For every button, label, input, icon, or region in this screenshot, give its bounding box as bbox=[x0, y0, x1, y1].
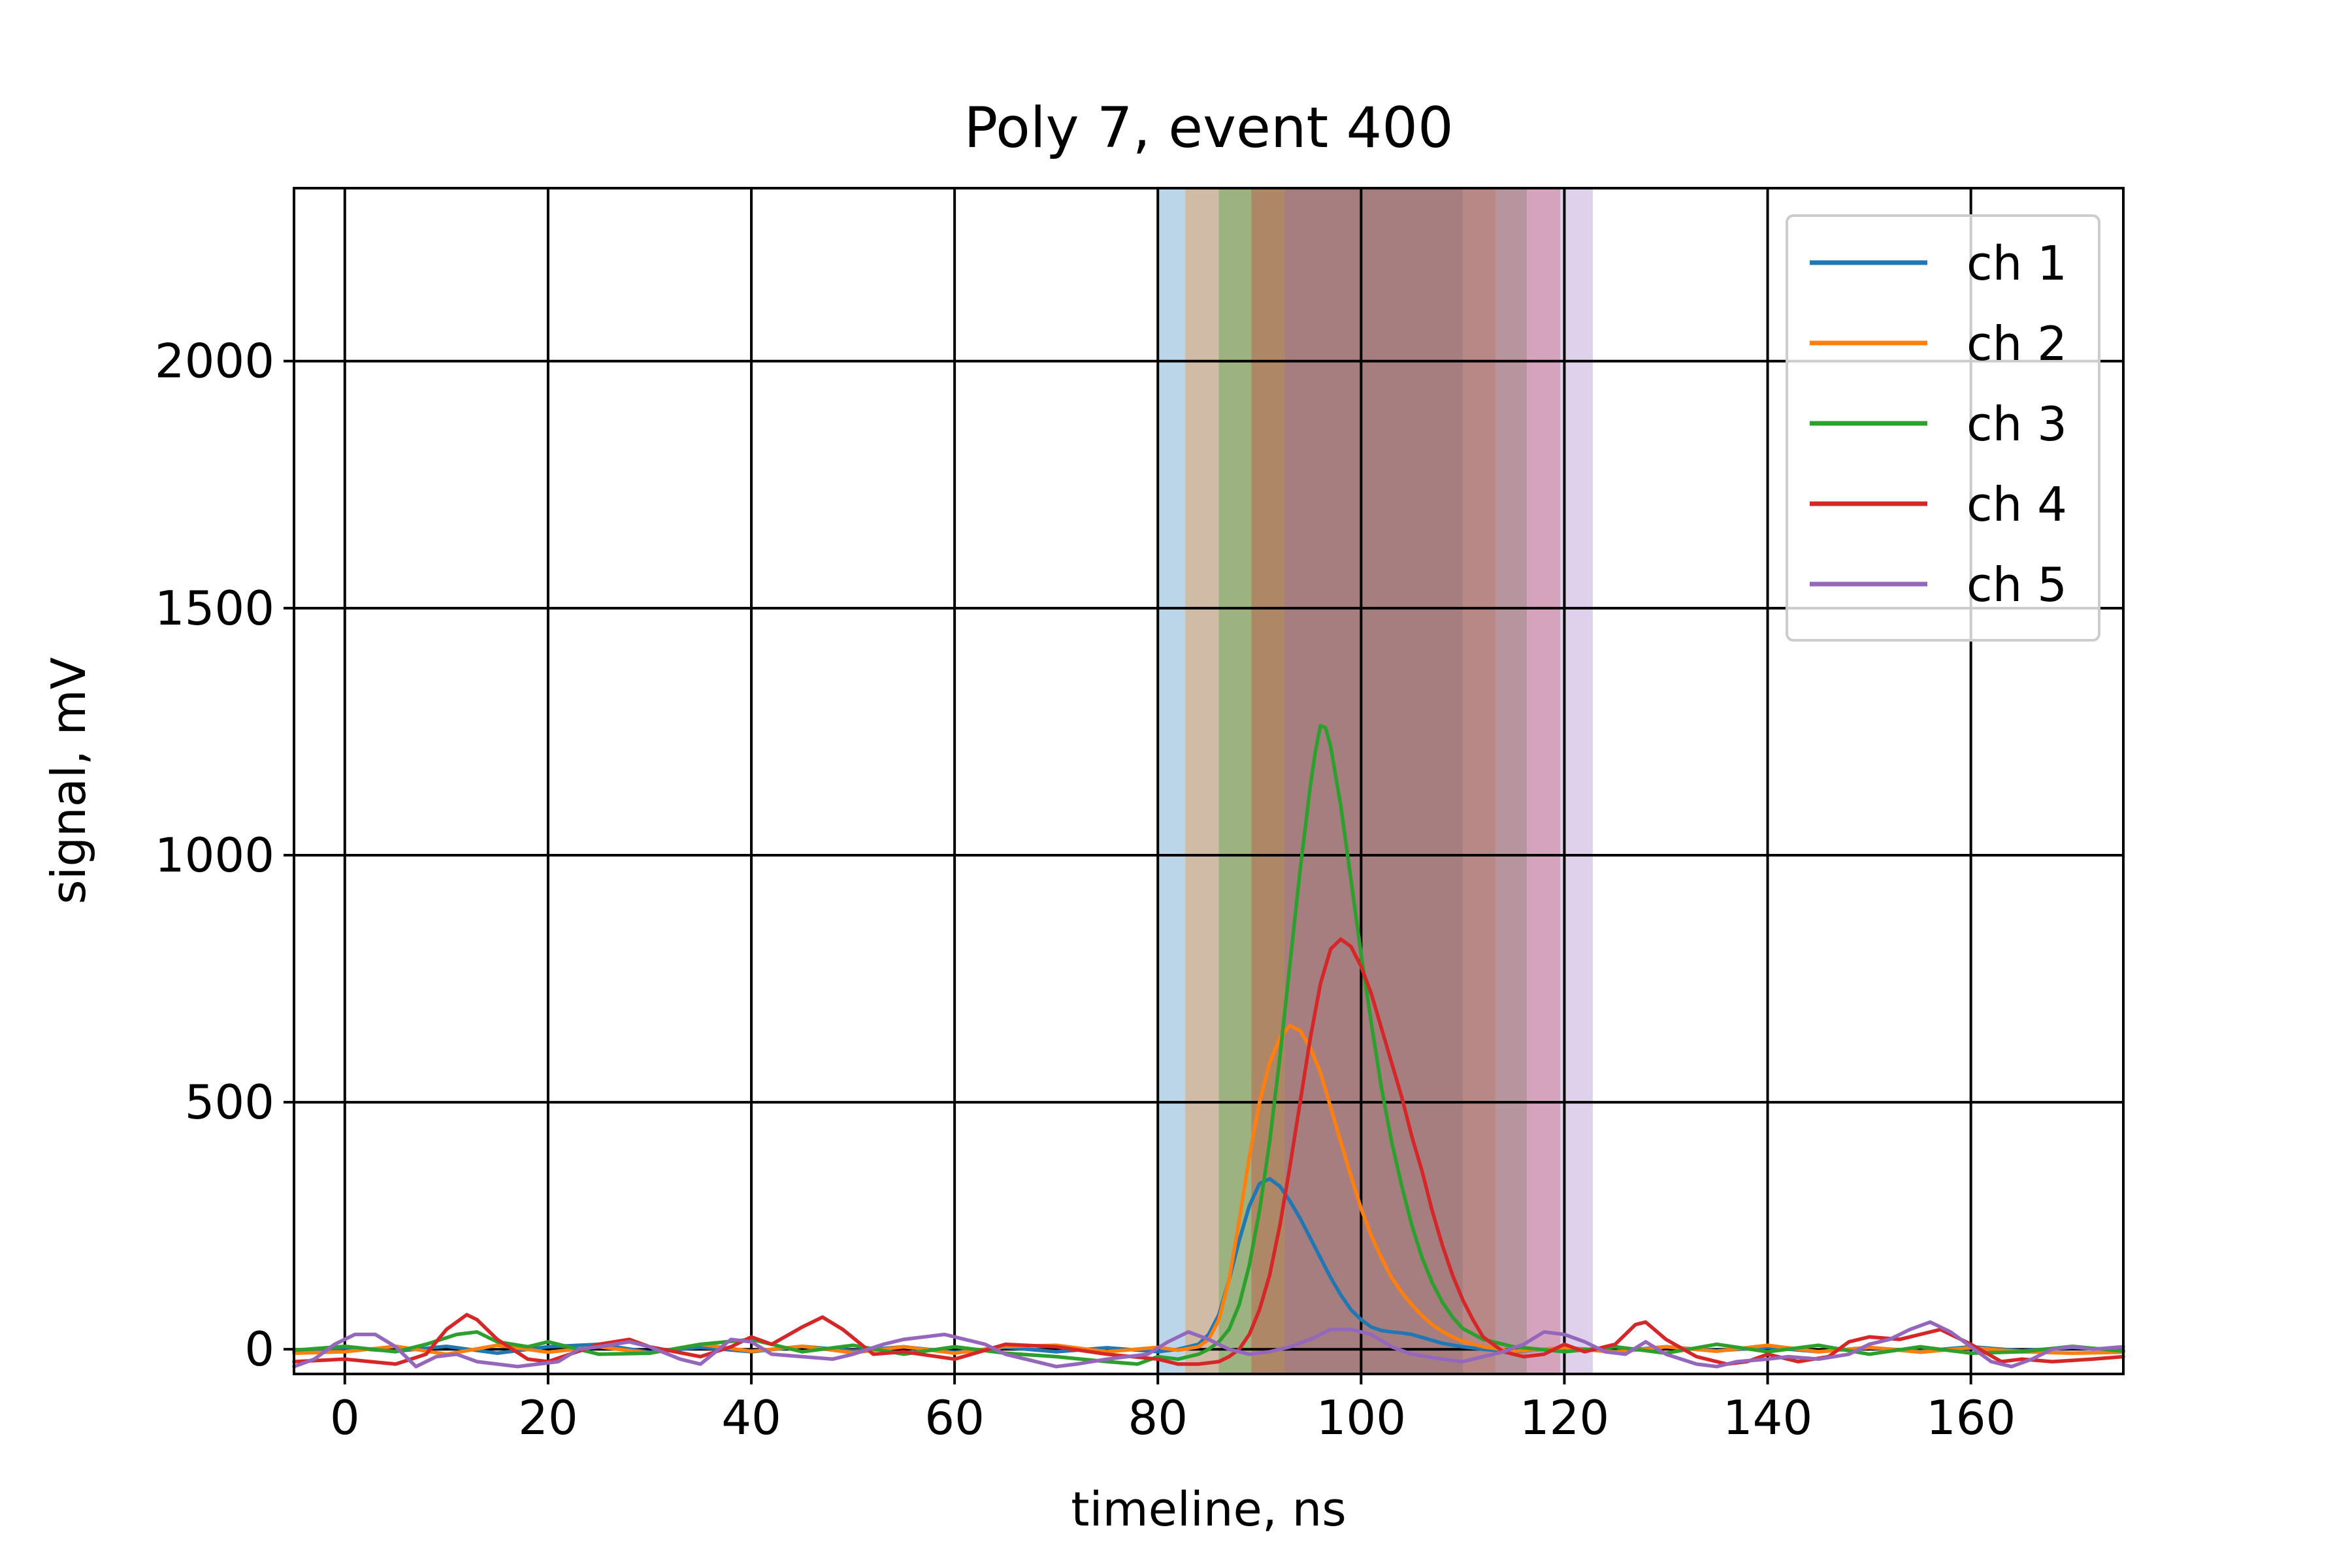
x-tick-label: 0 bbox=[330, 1390, 360, 1445]
x-tick-label: 60 bbox=[924, 1390, 985, 1445]
x-axis-label: timeline, ns bbox=[1071, 1482, 1347, 1537]
legend-label-ch-5: ch 5 bbox=[1967, 557, 2067, 612]
x-tick-label: 40 bbox=[721, 1390, 781, 1445]
legend-label-ch-2: ch 2 bbox=[1967, 316, 2067, 371]
span-ch-4 bbox=[1251, 188, 1561, 1374]
legend-label-ch-1: ch 1 bbox=[1967, 236, 2067, 291]
legend-label-ch-3: ch 3 bbox=[1967, 397, 2067, 451]
ticks-layer: 0 20 40 60 80 100 120 140 160 0 500 1000 1500 2000 bbox=[155, 334, 2016, 1445]
span-ch-5 bbox=[1284, 188, 1593, 1374]
span-ch-3 bbox=[1218, 188, 1527, 1374]
x-tick-label: 80 bbox=[1128, 1390, 1188, 1445]
series-line-ch-5 bbox=[292, 1320, 2125, 1369]
series-layer bbox=[292, 724, 2125, 1369]
x-tick-label: 160 bbox=[1926, 1390, 2016, 1445]
legend-frame bbox=[1786, 214, 2100, 642]
legend-label-ch-4: ch 4 bbox=[1967, 477, 2067, 532]
span-ch-2 bbox=[1185, 188, 1495, 1374]
x-tick-label: 120 bbox=[1520, 1390, 1609, 1445]
x-tick-label: 20 bbox=[518, 1390, 578, 1445]
span-layer bbox=[1158, 188, 1593, 1374]
y-tick-label: 2000 bbox=[155, 334, 274, 389]
y-tick-label: 0 bbox=[244, 1322, 274, 1377]
y-tick-label: 500 bbox=[185, 1075, 274, 1130]
y-axis-label: signal, mV bbox=[41, 657, 96, 904]
series-line-ch-2 bbox=[292, 1024, 2125, 1356]
y-tick-label: 1500 bbox=[155, 581, 274, 636]
chart-title: Poly 7, event 400 bbox=[964, 95, 1453, 161]
series-line-ch-3 bbox=[292, 724, 2125, 1366]
y-tick-label: 1000 bbox=[155, 828, 274, 883]
x-tick-label: 100 bbox=[1316, 1390, 1406, 1445]
x-tick-label: 140 bbox=[1723, 1390, 1812, 1445]
legend: ch 1 ch 2 ch 3 ch 4 ch 5 bbox=[1786, 214, 2100, 642]
plot-frame bbox=[293, 187, 2125, 1375]
